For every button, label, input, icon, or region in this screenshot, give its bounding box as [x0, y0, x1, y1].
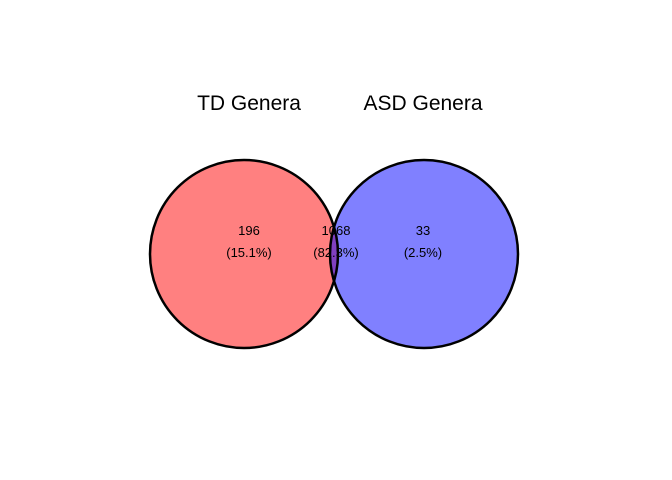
td-genera-circle-fill — [150, 160, 338, 348]
asd-genera-circle-outline — [328, 158, 520, 350]
asd-genera-circle-fill — [330, 160, 518, 348]
td-genera-circle-outline — [148, 158, 340, 350]
asd-only-percent: (2.5%) — [404, 245, 442, 260]
td-only-count: 196 — [238, 223, 260, 238]
overlap-percent: (82.3%) — [313, 245, 359, 260]
asd-only-count: 33 — [416, 223, 430, 238]
td-only-percent: (15.1%) — [226, 245, 272, 260]
td-genera-title: TD Genera — [197, 92, 301, 115]
overlap-count: 1068 — [322, 223, 351, 238]
asd-genera-title: ASD Genera — [363, 92, 482, 115]
